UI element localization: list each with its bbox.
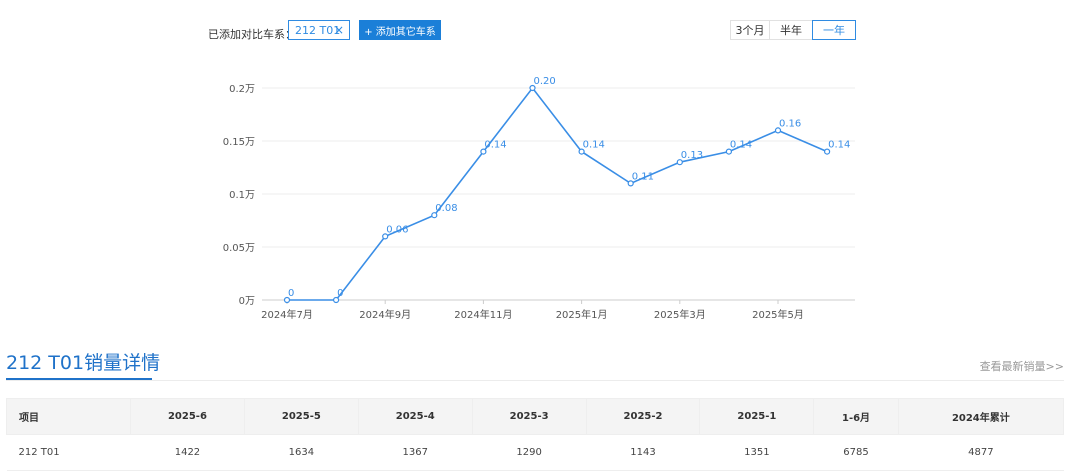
table-row: 212 T01 1422 1634 1367 1290 1143 1351 67… [6,434,1064,471]
series-line [287,86,828,301]
title-underline [6,378,152,380]
data-point [382,233,389,240]
x-tick-label: 2025年3月 [654,308,706,321]
header-2025-6: 2025-6 [130,398,245,435]
cell-2025-6: 1422 [130,434,245,471]
table-header-row: 项目 2025-6 2025-5 2025-4 2025-3 2025-2 20… [6,398,1065,435]
selected-series-tag[interactable]: 212 T01 × [288,20,350,40]
data-label: 0.14 [730,140,752,151]
y-tick-label: 0万 [239,296,255,307]
cell-2025-2: 1143 [586,434,700,471]
cell-2025-5: 1634 [244,434,359,471]
header-item: 项目 [6,398,131,435]
data-label: 0.11 [632,171,654,182]
data-point [333,296,340,304]
data-label: 0.06 [386,224,408,235]
data-label: 0 [337,288,343,299]
header-2025-3: 2025-3 [471,398,587,435]
y-tick-label: 0.15万 [223,137,255,148]
range-one-year-button[interactable]: 一年 [812,20,856,40]
close-icon[interactable]: × [333,23,344,37]
data-point [676,159,683,166]
header-jan-jun: 1-6月 [813,398,899,435]
y-tick-label: 0.05万 [223,243,255,254]
cell-2024-total: 4877 [898,434,1064,471]
data-point [431,212,438,219]
details-title: 212 T01销量详情 [6,352,161,374]
sales-detail-table: 项目 2025-6 2025-5 2025-4 2025-3 2025-2 20… [6,398,1065,471]
x-tick-label: 2025年5月 [752,308,804,321]
cell-2025-4: 1367 [358,434,473,471]
cell-jan-jun: 6785 [813,434,899,471]
time-range-selector: 3个月 半年 一年 [730,20,856,40]
sales-line-chart: 0万 0.05万 0.1万 0.15万 0.2万 2024年7月 2024年9月 2024年1… [223,76,855,321]
data-label: 0.14 [484,140,506,151]
data-point [578,148,585,155]
data-label: 0.08 [435,203,457,214]
data-point [283,296,291,304]
range-3-months-button[interactable]: 3个月 [730,20,770,40]
cell-2025-3: 1290 [472,434,587,471]
compare-label: 已添加对比车系： [208,28,296,41]
data-label: 0.20 [534,76,556,87]
x-tick-label: 2024年9月 [359,308,411,321]
data-point [823,148,831,155]
y-tick-label: 0.1万 [229,190,255,201]
header-2025-4: 2025-4 [357,398,473,435]
y-tick-label: 0.2万 [229,84,255,95]
data-point [725,148,733,155]
data-point [774,127,782,134]
data-point [529,84,536,92]
title-divider [6,380,1064,381]
selected-series-label: 212 T01 [295,23,341,37]
latest-sales-link[interactable]: 查看最新销量>> [979,360,1064,373]
header-2025-2: 2025-2 [585,398,701,435]
data-label: 0.14 [583,140,605,151]
cell-series: 212 T01 [6,434,131,471]
x-tick-label: 2024年7月 [261,308,313,321]
cell-2025-1: 1351 [699,434,814,471]
data-label: 0.13 [681,150,703,161]
header-2025-1: 2025-1 [699,398,815,435]
data-point [627,180,634,187]
header-2024-total: 2024年累计 [897,398,1065,435]
x-tick-label: 2024年11月 [454,308,512,321]
header-2025-5: 2025-5 [243,398,359,435]
data-label: 0.14 [828,140,850,151]
x-tick-label: 2025年1月 [556,308,608,321]
data-label: 0 [288,288,294,299]
data-point [480,148,487,155]
add-series-button[interactable]: + 添加其它车系 [359,20,441,40]
data-label: 0.16 [779,118,801,129]
